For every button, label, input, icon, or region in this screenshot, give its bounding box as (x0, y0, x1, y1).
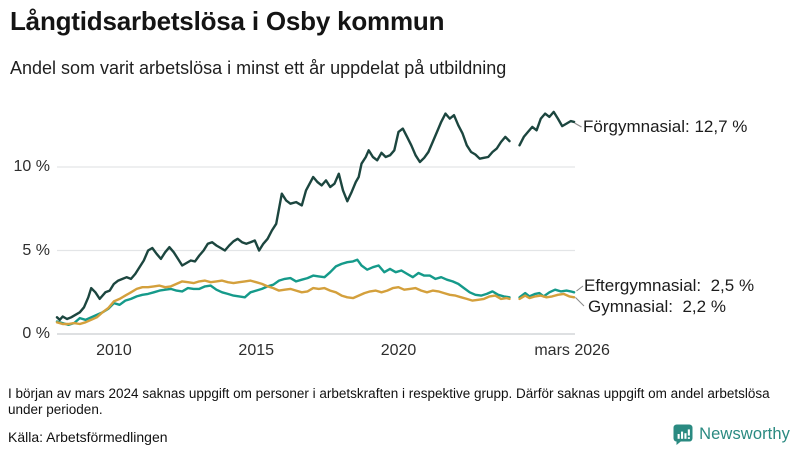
x-axis-tick-label: 2010 (96, 342, 132, 359)
chart-footnote: I början av mars 2024 saknas uppgift om … (8, 386, 770, 417)
chart-title: Långtidsarbetslösa i Osby kommun (10, 6, 445, 36)
x-axis-tick-label: 2020 (380, 342, 417, 359)
brand-name: Newsworthy (699, 425, 790, 443)
x-axis-tick-label: 2015 (238, 342, 275, 359)
source-credit: Källa: Arbetsförmedlingen (8, 429, 168, 445)
series-end-label-gymnasial: Gymnasial: 2,2 % (588, 297, 726, 316)
series-end-label-eftergymnasial: Eftergymnasial: 2,5 % (584, 276, 755, 295)
label-connector (575, 297, 585, 307)
y-axis-tick-label: 10 % (13, 158, 50, 175)
label-connector (574, 122, 582, 128)
chart-subtitle: Andel som varit arbetslösa i minst ett å… (10, 58, 507, 78)
x-axis-tick-label: mars 2026 (534, 342, 610, 359)
y-axis-tick-label: 0 % (22, 325, 50, 342)
series-end-label-forgymnasial: Förgymnasial: 12,7 % (583, 117, 748, 136)
y-axis-tick-label: 5 % (22, 241, 50, 259)
bar-chart-speech-bubble-icon (672, 423, 694, 446)
label-connector (576, 285, 584, 292)
newsworthy-logo: Newsworthy (672, 423, 790, 446)
